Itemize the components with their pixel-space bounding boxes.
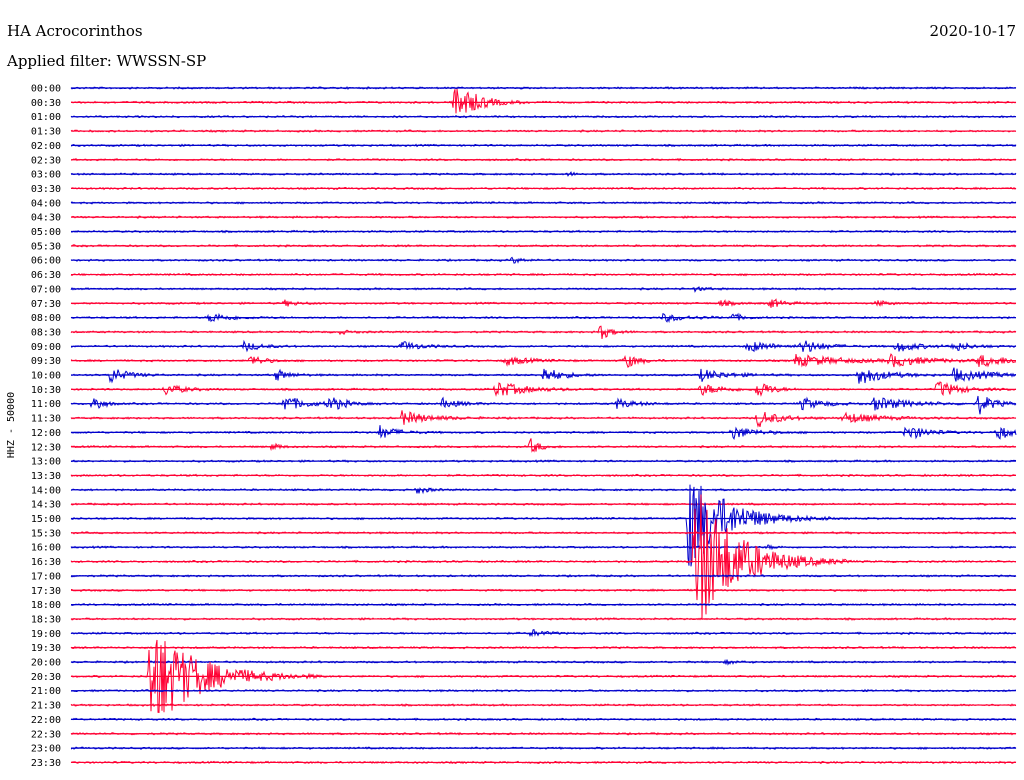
tick-label: 06:00 — [31, 256, 61, 267]
tick-label: 19:30 — [31, 643, 61, 654]
tick-label: 02:30 — [31, 155, 61, 166]
tick-label: 12:30 — [31, 442, 61, 453]
tick-label: 12:00 — [31, 428, 61, 439]
tick-label: 17:00 — [31, 571, 61, 582]
trace-row-1900 — [70, 629, 1017, 638]
filter-label: Applied filter: WWSSN-SP — [7, 52, 207, 70]
tick-label: 15:00 — [31, 514, 61, 525]
tick-label: 13:30 — [31, 471, 61, 482]
station-title: HA Acrocorinthos — [7, 22, 143, 40]
tick-label: 13:00 — [31, 457, 61, 468]
tick-label-group: 00:00 00:30 01:00 01:30 02:00 02:30 03:00 03:30… — [31, 84, 61, 769]
tick-label: 21:30 — [31, 701, 61, 712]
trace-row-1500 — [70, 484, 1017, 567]
tick-label: 00:30 — [31, 98, 61, 109]
tick-label: 21:00 — [31, 686, 61, 697]
tick-label: 19:00 — [31, 629, 61, 640]
tick-label: 00:00 — [31, 84, 61, 95]
trace-row-1230 — [70, 438, 1017, 453]
tick-label: 01:00 — [31, 112, 61, 123]
trace-row-1400 — [70, 487, 1017, 495]
tick-label: 05:00 — [31, 227, 61, 238]
tick-label: 03:30 — [31, 184, 61, 195]
tick-label: 02:00 — [31, 141, 61, 152]
trace-row-1630 — [70, 494, 1017, 620]
tick-label: 22:00 — [31, 715, 61, 726]
tick-label: 03:00 — [31, 170, 61, 181]
tick-label: 10:30 — [31, 385, 61, 396]
tick-label: 15:30 — [31, 528, 61, 539]
tick-label: 17:30 — [31, 586, 61, 597]
tick-label: 14:00 — [31, 485, 61, 496]
trace-group — [70, 86, 1017, 765]
trace-row-0830 — [70, 325, 1017, 340]
trace-row-1000 — [70, 367, 1017, 384]
trace-row-1030 — [70, 381, 1017, 397]
trace-row-1100 — [70, 395, 1017, 415]
tick-label: 09:30 — [31, 356, 61, 367]
tick-label: 09:00 — [31, 342, 61, 353]
tick-label: 16:30 — [31, 557, 61, 568]
tick-label: 16:00 — [31, 543, 61, 554]
tick-label: 18:00 — [31, 600, 61, 611]
tick-label: 01:30 — [31, 127, 61, 138]
tick-label: 06:30 — [31, 270, 61, 281]
tick-label: 22:30 — [31, 729, 61, 740]
tick-label: 05:30 — [31, 241, 61, 252]
y-axis-label: HHZ - 50000 — [6, 392, 17, 458]
tick-label: 20:00 — [31, 658, 61, 669]
tick-label: 23:30 — [31, 758, 61, 769]
trace-row-0030 — [70, 88, 1017, 114]
tick-label: 08:00 — [31, 313, 61, 324]
date-label: 2020-10-17 — [929, 22, 1016, 40]
tick-label: 10:00 — [31, 371, 61, 382]
tick-label: 07:30 — [31, 299, 61, 310]
tick-label: 14:30 — [31, 500, 61, 511]
tick-label: 11:00 — [31, 399, 61, 410]
tick-label: 04:00 — [31, 198, 61, 209]
tick-label: 08:30 — [31, 327, 61, 338]
tick-label: 11:30 — [31, 414, 61, 425]
tick-label: 04:30 — [31, 213, 61, 224]
tick-label: 18:30 — [31, 614, 61, 625]
tick-label: 23:00 — [31, 744, 61, 755]
tick-label: 20:30 — [31, 672, 61, 683]
tick-label: 07:00 — [31, 284, 61, 295]
